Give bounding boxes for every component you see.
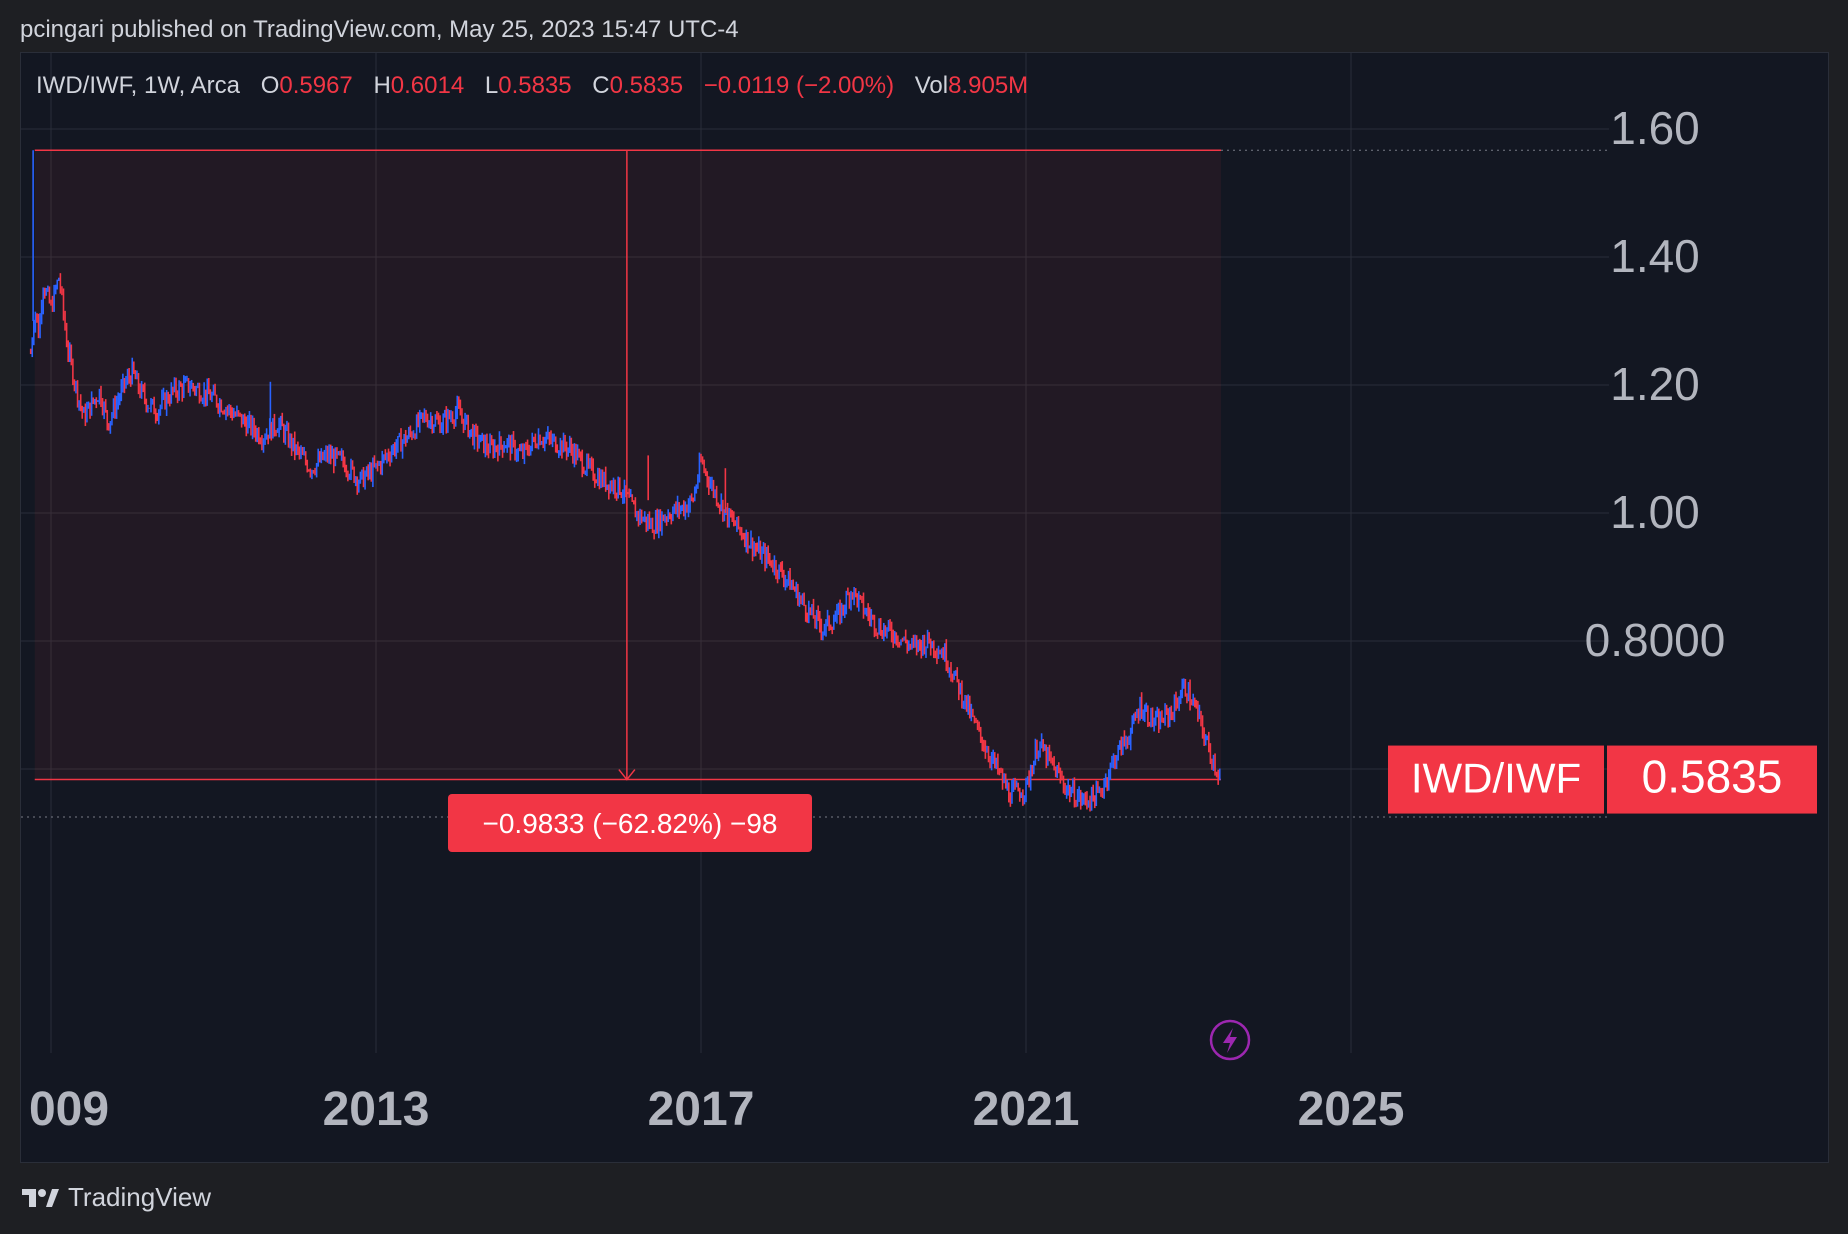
legend-low: 0.5835 — [498, 72, 572, 99]
footer-brand[interactable]: TradingView — [20, 1182, 211, 1213]
legend-symbol[interactable]: IWD/IWF, 1W, Arca — [36, 72, 241, 99]
legend-close: 0.5835 — [609, 72, 684, 99]
tradingview-logo-icon — [22, 1188, 59, 1207]
lightning-alert-icon[interactable] — [1209, 1019, 1251, 1061]
y-tick-label: 1.20 — [1610, 358, 1700, 410]
candles-layer — [29, 150, 1221, 812]
legend-change: −0.0119 (−2.00%) — [703, 72, 895, 99]
chart-canvas[interactable]: 1.60 1.40 1.20 1.00 0.8000 009 2013 2017 2021 20… — [21, 53, 1830, 1164]
chart-frame[interactable]: 1.60 1.40 1.20 1.00 0.8000 009 2013 2017 2021 20… — [20, 52, 1829, 1163]
price-tag-symbol-box — [1388, 745, 1604, 814]
legend-vol: 8.905M — [948, 72, 1029, 99]
y-tick-label: 0.8000 — [1585, 614, 1726, 666]
overlay-layer: IWD/IWF 0.5835 −0.9833 (−62.82%) −98 — [448, 745, 1817, 1061]
measure-layer — [21, 149, 1609, 818]
y-tick-label: 1.00 — [1610, 486, 1700, 538]
symbol-legend: IWD/IWF, 1W, Arca O0.5967 H0.6014 L0.583… — [36, 72, 1028, 100]
legend-close-key: C — [592, 72, 610, 99]
legend-high-key: H — [373, 72, 391, 99]
legend-open-key: O — [260, 72, 280, 99]
y-tick-label: 1.60 — [1610, 102, 1700, 154]
measure-label: −0.9833 (−62.82%) −98 — [482, 808, 777, 839]
measure-box — [34, 150, 1221, 780]
x-axis: 009 2013 2017 2021 2025 — [29, 1083, 1404, 1136]
price-tag-symbol: IWD/IWF — [1411, 755, 1581, 802]
x-tick-label: 2021 — [973, 1083, 1080, 1136]
lightning-alert-circle — [1209, 1019, 1251, 1061]
measure-arrow-head — [618, 769, 636, 781]
measure-label-box — [448, 794, 812, 852]
x-tick-label: 2013 — [323, 1083, 430, 1136]
legend-vol-key: Vol — [914, 72, 949, 99]
y-axis: 1.60 1.40 1.20 1.00 0.8000 — [1585, 102, 1726, 666]
x-tick-label: 2025 — [1298, 1083, 1405, 1136]
publish-line: pcingari published on TradingView.com, M… — [20, 16, 739, 43]
legend-low-key: L — [484, 72, 499, 99]
x-tick-label: 009 — [29, 1083, 109, 1136]
footer-brand-label: TradingView — [68, 1182, 212, 1212]
price-tag-value-box — [1607, 745, 1817, 814]
lightning-bolt — [1223, 1028, 1237, 1053]
legend-high: 0.6014 — [390, 72, 465, 99]
legend-open: 0.5967 — [279, 72, 353, 99]
y-tick-label: 1.40 — [1610, 230, 1700, 282]
price-tag-value: 0.5835 — [1642, 751, 1783, 803]
x-tick-label: 2017 — [648, 1083, 755, 1136]
grid-layer — [21, 53, 1609, 1053]
